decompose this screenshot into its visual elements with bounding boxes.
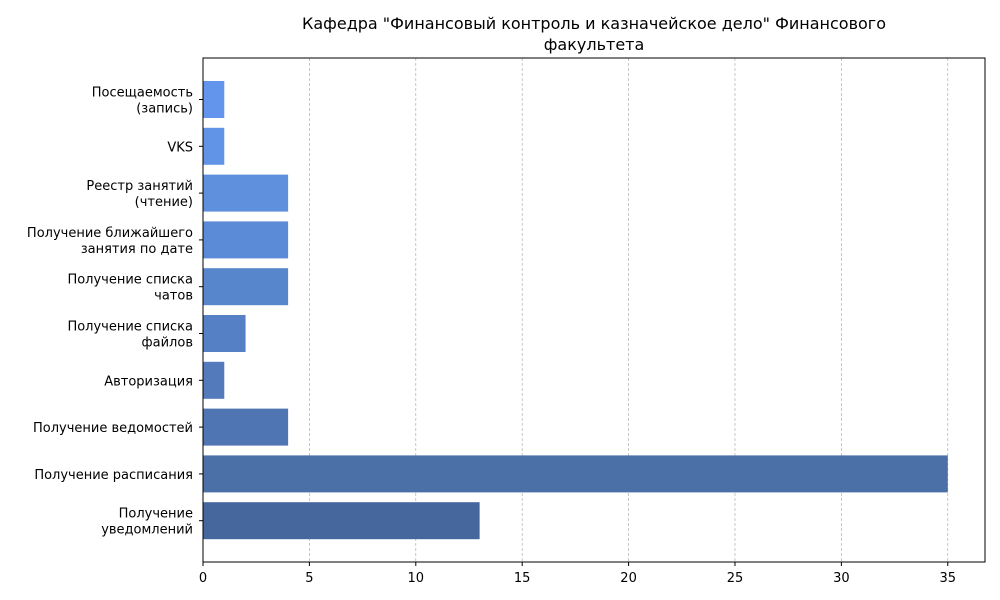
bar: [203, 174, 289, 212]
bar: [203, 502, 480, 540]
y-category-label: (запись): [136, 102, 193, 117]
y-axis-labels: Посещаемость(запись) VKS Реестр занятий(чт…: [27, 86, 203, 538]
y-category-label: Получение: [119, 507, 193, 522]
y-category-label: файлов: [142, 336, 193, 351]
bar: [203, 268, 289, 306]
x-tick-label: 10: [408, 571, 425, 586]
y-category-label: Реестр занятий: [86, 179, 193, 194]
x-tick-label: 35: [939, 571, 956, 586]
bar: [203, 361, 225, 399]
bar: [203, 221, 289, 259]
x-tick-label: 20: [620, 571, 637, 586]
y-category-label: Посещаемость: [92, 86, 193, 101]
y-category-label: Получение ведомостей: [33, 421, 193, 436]
y-category-label: Получение списка: [67, 273, 193, 288]
x-tick-label: 0: [199, 571, 207, 586]
y-category-label: чатов: [154, 289, 193, 304]
y-category-label: занятия по дате: [81, 242, 193, 257]
chart-title-line-1: Кафедра "Финансовый контроль и казначейс…: [302, 14, 886, 33]
chart-title: Кафедра "Финансовый контроль и казначейс…: [302, 14, 886, 54]
x-tick-label: 5: [305, 571, 313, 586]
bar: [203, 81, 225, 118]
y-category-label: уведомлений: [101, 523, 193, 538]
bar: [203, 127, 225, 165]
bar: [203, 315, 246, 352]
bar: [203, 455, 948, 493]
y-category-label: Получение ближайшего: [27, 226, 193, 241]
plot-frame: [202, 57, 986, 563]
y-category-label: Авторизация: [104, 374, 193, 389]
y-category-label: (чтение): [135, 195, 193, 210]
y-category-label: Получение списка: [67, 320, 193, 335]
y-category-label: VKS: [167, 140, 193, 155]
chart-title-line-2: факультета: [544, 35, 645, 54]
y-category-label: Получение расписания: [34, 468, 193, 483]
bars: [203, 81, 948, 540]
x-tick-label: 15: [514, 571, 531, 586]
bar: [203, 408, 289, 446]
x-tick-label: 30: [833, 571, 850, 586]
x-tick-label: 25: [727, 571, 744, 586]
x-axis-ticks: 0 5 10 15 20 25 30 35: [199, 562, 956, 586]
